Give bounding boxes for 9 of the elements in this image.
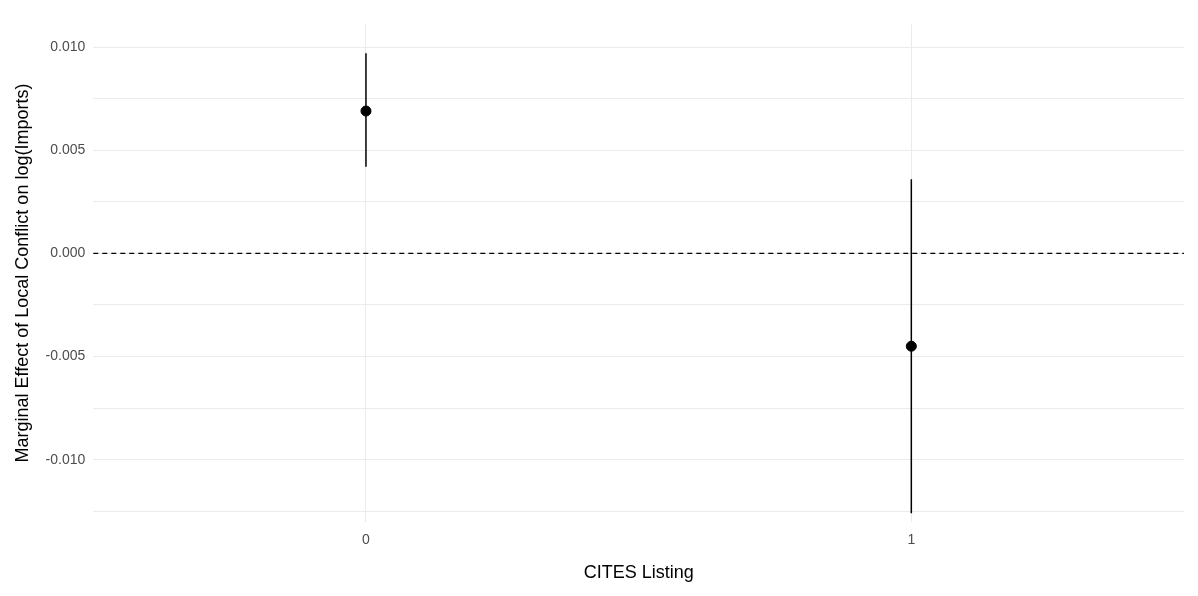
- y-tick-label: -0.005: [45, 347, 86, 364]
- y-axis-title: Marginal Effect of Local Conflict on log(Imports): [11, 83, 32, 463]
- x-tick-label: 0: [362, 530, 371, 547]
- y-tick-label: 0.000: [50, 244, 86, 261]
- y-tick-label: 0.005: [50, 141, 86, 158]
- y-tick-label: -0.010: [45, 450, 86, 467]
- x-tick-label: 1: [907, 530, 916, 547]
- x-axis-title: CITES Listing: [583, 562, 694, 583]
- y-tick-label: 0.010: [50, 37, 86, 54]
